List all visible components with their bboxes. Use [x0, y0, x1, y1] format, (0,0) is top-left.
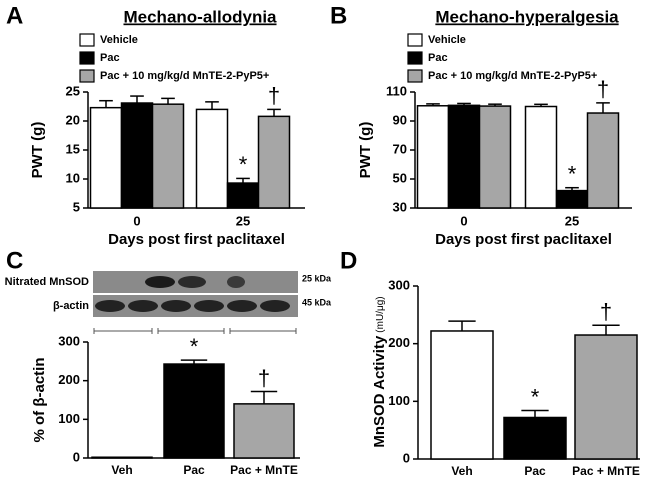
x-tick-label: Pac — [183, 463, 205, 477]
bar — [163, 363, 225, 459]
annotation: † — [597, 77, 609, 102]
blot-band — [128, 300, 158, 312]
y-tick-label: 90 — [393, 112, 407, 127]
blot-size-label: 25 kDa — [302, 273, 332, 283]
blot-band — [227, 276, 245, 288]
bar — [586, 112, 620, 209]
panel-letter: C — [6, 247, 23, 274]
legend-label: Pac — [100, 52, 120, 64]
bar — [416, 105, 450, 209]
bar — [257, 115, 291, 209]
y-tick-label: 10 — [66, 170, 80, 185]
blot-band — [260, 300, 290, 312]
legend-swatch — [79, 69, 95, 83]
blot-row-label: Nitrated MnSOD — [5, 276, 89, 288]
legend-label: Vehicle — [428, 34, 466, 46]
bar — [91, 456, 153, 459]
x-tick-label: Veh — [451, 464, 472, 478]
x-tick-label: Pac + MnTE — [230, 463, 298, 477]
x-tick-label: Pac — [524, 464, 546, 478]
x-tick-label: Veh — [111, 463, 132, 477]
annotation: * — [568, 162, 577, 187]
bar — [195, 108, 229, 209]
x-tick-label: 25 — [565, 213, 579, 228]
x-tick-label: 25 — [236, 213, 250, 228]
annotation: * — [531, 384, 540, 409]
legend-swatch — [79, 51, 95, 65]
y-axis-label-text: PWT (g) — [357, 122, 374, 179]
annotation: † — [268, 83, 280, 108]
bar — [120, 102, 154, 209]
y-axis-label: % of β-actin — [31, 358, 48, 443]
y-tick-label: 300 — [58, 333, 80, 348]
x-tick-label: 0 — [460, 213, 467, 228]
y-tick-label: 100 — [58, 411, 80, 426]
y-axis-label-text: PWT (g) — [29, 122, 46, 179]
bar — [447, 104, 481, 209]
bar — [555, 189, 589, 209]
y-tick-label: 30 — [393, 199, 407, 214]
y-tick-label: 100 — [388, 393, 410, 408]
legend-label: Pac — [428, 52, 448, 64]
bar — [478, 105, 512, 209]
x-axis-label: Days post first paclitaxel — [435, 231, 612, 248]
y-tick-label: 200 — [58, 372, 80, 387]
y-tick-label: 5 — [73, 199, 80, 214]
x-axis-label: Days post first paclitaxel — [108, 231, 285, 248]
y-axis-label-unit: (mU/μg) — [375, 296, 386, 332]
y-tick-label: 300 — [388, 277, 410, 292]
y-axis-label: MnSOD Activity (mU/μg) — [371, 296, 388, 447]
y-tick-label: 110 — [386, 83, 407, 98]
y-tick-label: 0 — [403, 450, 410, 465]
bar — [503, 416, 567, 460]
annotation: * — [190, 334, 199, 359]
blot-size-label: 45 kDa — [302, 297, 332, 307]
blot-band — [194, 300, 224, 312]
blot-band — [161, 300, 191, 312]
chart-title: Mechano-hyperalgesia — [435, 7, 619, 26]
y-axis-label-text: MnSOD Activity — [371, 335, 388, 448]
blot-band — [227, 300, 257, 312]
y-axis-label-text: % of β-actin — [31, 358, 48, 443]
legend-swatch — [407, 51, 423, 65]
bar — [226, 182, 260, 209]
bar — [89, 106, 123, 209]
x-tick-label: Pac + MnTE — [572, 464, 640, 478]
y-tick-label: 50 — [393, 170, 407, 185]
chart-title: Mechano-allodynia — [123, 7, 277, 26]
bar — [151, 103, 185, 209]
bar — [233, 403, 295, 459]
panel-letter: B — [330, 2, 347, 29]
bar — [574, 334, 638, 460]
blot-band — [178, 276, 206, 288]
y-tick-label: 70 — [393, 141, 407, 156]
panel-letter: D — [340, 247, 357, 274]
y-axis-label: PWT (g) — [357, 122, 374, 179]
legend-label: Vehicle — [100, 34, 138, 46]
annotation: † — [258, 365, 270, 390]
y-tick-label: 15 — [66, 141, 80, 156]
blot-band — [145, 276, 175, 288]
y-tick-label: 200 — [388, 335, 410, 350]
x-tick-label: 0 — [133, 213, 140, 228]
blot-row-label: β-actin — [53, 300, 89, 312]
annotation: † — [600, 299, 612, 324]
legend-swatch — [407, 33, 423, 47]
legend-swatch — [407, 69, 423, 83]
legend-swatch — [79, 33, 95, 47]
bar — [430, 330, 494, 460]
y-tick-label: 25 — [66, 83, 80, 98]
annotation: * — [239, 152, 248, 177]
bar — [524, 105, 558, 209]
y-axis-label: PWT (g) — [29, 122, 46, 179]
panel-letter: A — [6, 2, 23, 29]
blot-band — [95, 300, 125, 312]
legend-label: Pac + 10 mg/kg/d MnTE-2-PyP5+ — [100, 70, 269, 82]
y-tick-label: 20 — [66, 112, 80, 127]
legend-label: Pac + 10 mg/kg/d MnTE-2-PyP5+ — [428, 70, 597, 82]
y-tick-label: 0 — [73, 449, 80, 464]
